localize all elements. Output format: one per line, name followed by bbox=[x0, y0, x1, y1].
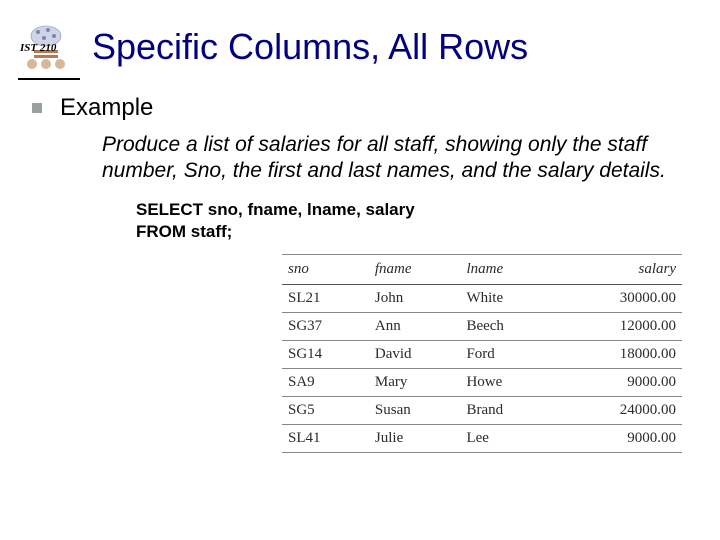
table-header-row: sno fname lname salary bbox=[282, 257, 682, 285]
slide-header: IST 210 Specific Columns, All Rows bbox=[0, 0, 720, 72]
cell: Lee bbox=[460, 425, 553, 453]
cell: SL41 bbox=[282, 425, 369, 453]
cell: 18000.00 bbox=[554, 341, 682, 369]
cell: Mary bbox=[369, 369, 461, 397]
slide-title: Specific Columns, All Rows bbox=[92, 26, 528, 68]
cell: White bbox=[460, 285, 553, 313]
cell: 9000.00 bbox=[554, 425, 682, 453]
table-row: SG14 David Ford 18000.00 bbox=[282, 341, 682, 369]
sql-line-2: FROM staff; bbox=[136, 221, 700, 244]
col-header: lname bbox=[460, 257, 553, 285]
result-table-container: sno fname lname salary SL21 John White 3… bbox=[282, 254, 682, 453]
bullet-row: Example bbox=[32, 94, 700, 122]
table-row: SA9 Mary Howe 9000.00 bbox=[282, 369, 682, 397]
cell: David bbox=[369, 341, 461, 369]
col-header: fname bbox=[369, 257, 461, 285]
course-logo: IST 210 bbox=[18, 22, 74, 72]
sql-line-1: SELECT sno, fname, lname, salary bbox=[136, 199, 700, 222]
cell: Ann bbox=[369, 313, 461, 341]
cell: Brand bbox=[460, 397, 553, 425]
cell: 24000.00 bbox=[554, 397, 682, 425]
slide-body: Example Produce a list of salaries for a… bbox=[0, 80, 720, 453]
sql-code-block: SELECT sno, fname, lname, salary FROM st… bbox=[136, 199, 700, 245]
cell: Beech bbox=[460, 313, 553, 341]
result-table: sno fname lname salary SL21 John White 3… bbox=[282, 257, 682, 453]
cell: John bbox=[369, 285, 461, 313]
cell: SL21 bbox=[282, 285, 369, 313]
cell: Ford bbox=[460, 341, 553, 369]
cell: Julie bbox=[369, 425, 461, 453]
col-header: sno bbox=[282, 257, 369, 285]
table-row: SG5 Susan Brand 24000.00 bbox=[282, 397, 682, 425]
logo-label: IST 210 bbox=[20, 42, 56, 54]
cell: SA9 bbox=[282, 369, 369, 397]
table-row: SL41 Julie Lee 9000.00 bbox=[282, 425, 682, 453]
table-top-rule bbox=[282, 254, 682, 255]
problem-statement: Produce a list of salaries for all staff… bbox=[102, 132, 680, 185]
cell: 12000.00 bbox=[554, 313, 682, 341]
cell: SG37 bbox=[282, 313, 369, 341]
bullet-label: Example bbox=[60, 94, 153, 122]
cell: SG5 bbox=[282, 397, 369, 425]
table-body: SL21 John White 30000.00 SG37 Ann Beech … bbox=[282, 285, 682, 453]
col-header: salary bbox=[554, 257, 682, 285]
cell: 30000.00 bbox=[554, 285, 682, 313]
table-row: SL21 John White 30000.00 bbox=[282, 285, 682, 313]
cell: SG14 bbox=[282, 341, 369, 369]
bullet-square-icon bbox=[32, 103, 42, 113]
cell: Susan bbox=[369, 397, 461, 425]
table-row: SG37 Ann Beech 12000.00 bbox=[282, 313, 682, 341]
cell: 9000.00 bbox=[554, 369, 682, 397]
cell: Howe bbox=[460, 369, 553, 397]
